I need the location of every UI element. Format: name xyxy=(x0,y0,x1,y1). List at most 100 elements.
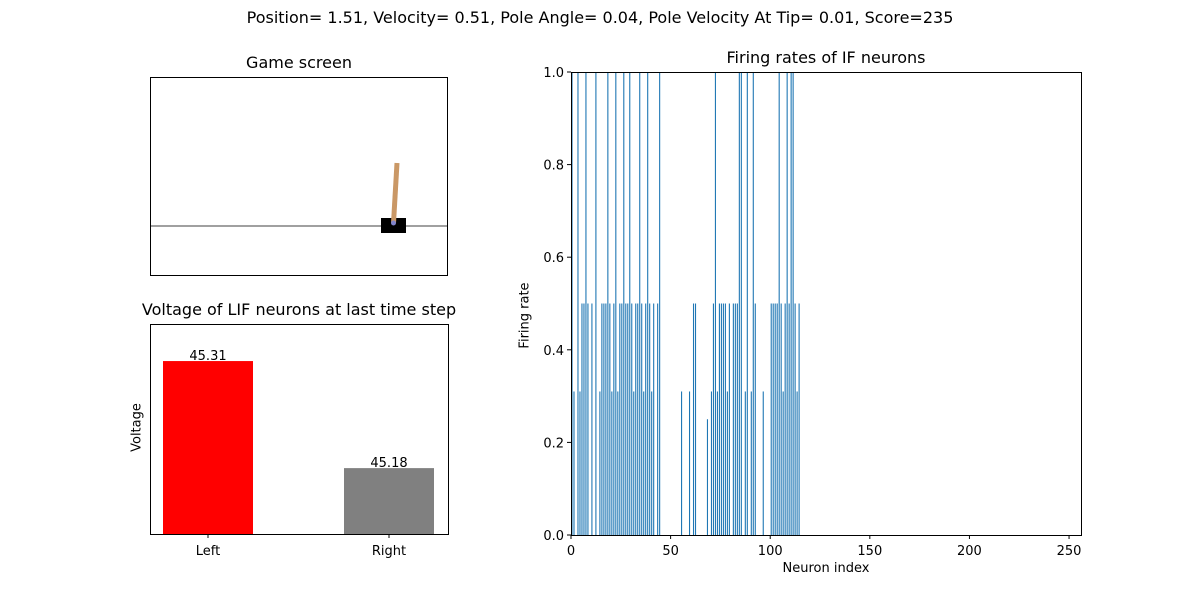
firing-x-tick-label: 250 xyxy=(1057,544,1082,559)
axle xyxy=(391,220,396,226)
firing-bar xyxy=(796,391,798,535)
firing-bar xyxy=(798,303,800,535)
firing-bar xyxy=(688,391,691,535)
firing-bar xyxy=(625,303,627,535)
firing-bar xyxy=(645,303,647,535)
voltage-value-label: 45.18 xyxy=(370,456,407,471)
firing-bar xyxy=(770,303,772,535)
voltage-chart: 45.31 Left 45.18 Right xyxy=(150,324,449,559)
voltage-bar-right xyxy=(344,468,434,534)
firing-bar xyxy=(619,303,621,535)
firing-bar xyxy=(633,391,635,535)
voltage-x-tick-label: Left xyxy=(196,544,220,559)
firing-bar xyxy=(728,303,730,535)
firing-bar xyxy=(635,303,637,535)
firing-bar xyxy=(611,391,613,535)
firing-rate-chart: 0 50 100 150 200 250 0.0 0.2 0.4 0.6 0.8 1.0 xyxy=(543,66,1082,559)
firing-bar xyxy=(579,391,581,535)
firing-bar xyxy=(647,72,649,535)
firing-x-tick-label: 100 xyxy=(758,544,783,559)
voltage-x-tick-label: Right xyxy=(372,544,406,559)
firing-bar xyxy=(609,303,611,535)
firing-bar xyxy=(595,72,597,535)
firing-bar xyxy=(778,72,780,535)
firing-bar xyxy=(627,303,629,535)
firing-bar xyxy=(776,303,778,535)
firing-bar xyxy=(641,303,643,535)
firing-y-tick-label: 0.8 xyxy=(543,159,564,174)
firing-bar xyxy=(754,303,756,535)
game-screen-title: Game screen xyxy=(246,53,352,72)
firing-bar xyxy=(599,391,601,535)
voltage-chart-title: Voltage of LIF neurons at last time step xyxy=(141,300,457,319)
firing-bar xyxy=(726,391,728,535)
firing-bar xyxy=(657,303,659,535)
firing-bar xyxy=(706,419,709,535)
firing-bar xyxy=(744,391,746,535)
firing-bar xyxy=(780,303,782,535)
firing-bar xyxy=(722,303,724,535)
firing-bar xyxy=(613,303,615,535)
firing-bar xyxy=(577,72,579,535)
firing-bar xyxy=(583,303,585,535)
firing-axes-frame xyxy=(571,72,1082,536)
firing-bar xyxy=(790,72,792,535)
firing-bar xyxy=(712,303,714,535)
firing-bar xyxy=(774,303,776,535)
firing-y-tick-label: 1.0 xyxy=(543,66,564,81)
firing-bar xyxy=(653,303,655,535)
firing-x-tick-label: 150 xyxy=(857,544,882,559)
figure-suptitle: Position= 1.51, Velocity= 0.51, Pole Ang… xyxy=(246,8,954,27)
firing-chart-title: Firing rates of IF neurons xyxy=(726,48,926,67)
firing-bar xyxy=(601,303,603,535)
game-screen xyxy=(150,77,448,276)
firing-bar xyxy=(750,391,752,535)
firing-bar xyxy=(615,72,617,535)
firing-bar xyxy=(643,391,645,535)
firing-bar xyxy=(746,72,748,535)
firing-bar xyxy=(714,72,716,535)
firing-bar xyxy=(631,303,633,535)
firing-bar xyxy=(782,391,784,535)
firing-bar xyxy=(581,303,583,535)
firing-bar xyxy=(738,72,740,535)
pole xyxy=(391,162,400,224)
firing-bar xyxy=(617,391,619,535)
firing-bar xyxy=(603,303,605,535)
firing-bar xyxy=(694,303,697,535)
firing-bar xyxy=(794,303,796,535)
voltage-bar-left xyxy=(163,361,253,534)
firing-bar xyxy=(587,303,589,535)
voltage-value-label: 45.31 xyxy=(189,349,226,364)
firing-bar xyxy=(585,72,587,535)
firing-bar xyxy=(718,303,720,535)
firing-bar xyxy=(621,303,623,535)
firing-bar xyxy=(623,72,625,535)
firing-x-tick-label: 0 xyxy=(567,544,575,559)
voltage-axes-frame xyxy=(150,324,449,535)
firing-bar xyxy=(605,303,607,535)
firing-bar xyxy=(681,391,683,535)
firing-bar xyxy=(734,303,736,535)
firing-x-tick-label: 200 xyxy=(957,544,982,559)
cart xyxy=(381,162,406,233)
firing-bar xyxy=(724,303,726,535)
firing-bar xyxy=(629,72,631,535)
game-screen-frame xyxy=(150,77,448,276)
firing-bar xyxy=(710,391,712,535)
firing-y-tick-label: 0.0 xyxy=(543,529,564,544)
firing-bar xyxy=(752,72,754,535)
firing-bar xyxy=(792,72,794,535)
firing-bar xyxy=(659,72,661,535)
firing-bar xyxy=(786,72,788,535)
firing-bar xyxy=(637,303,639,535)
firing-bar xyxy=(591,303,593,535)
firing-bar xyxy=(720,303,722,535)
firing-bar xyxy=(772,303,774,535)
firing-bar xyxy=(639,72,641,535)
firing-bar xyxy=(573,391,575,535)
firing-bar xyxy=(788,303,790,535)
firing-x-tick-label: 50 xyxy=(662,544,679,559)
firing-bar xyxy=(692,303,695,535)
firing-x-label: Neuron index xyxy=(782,561,870,576)
